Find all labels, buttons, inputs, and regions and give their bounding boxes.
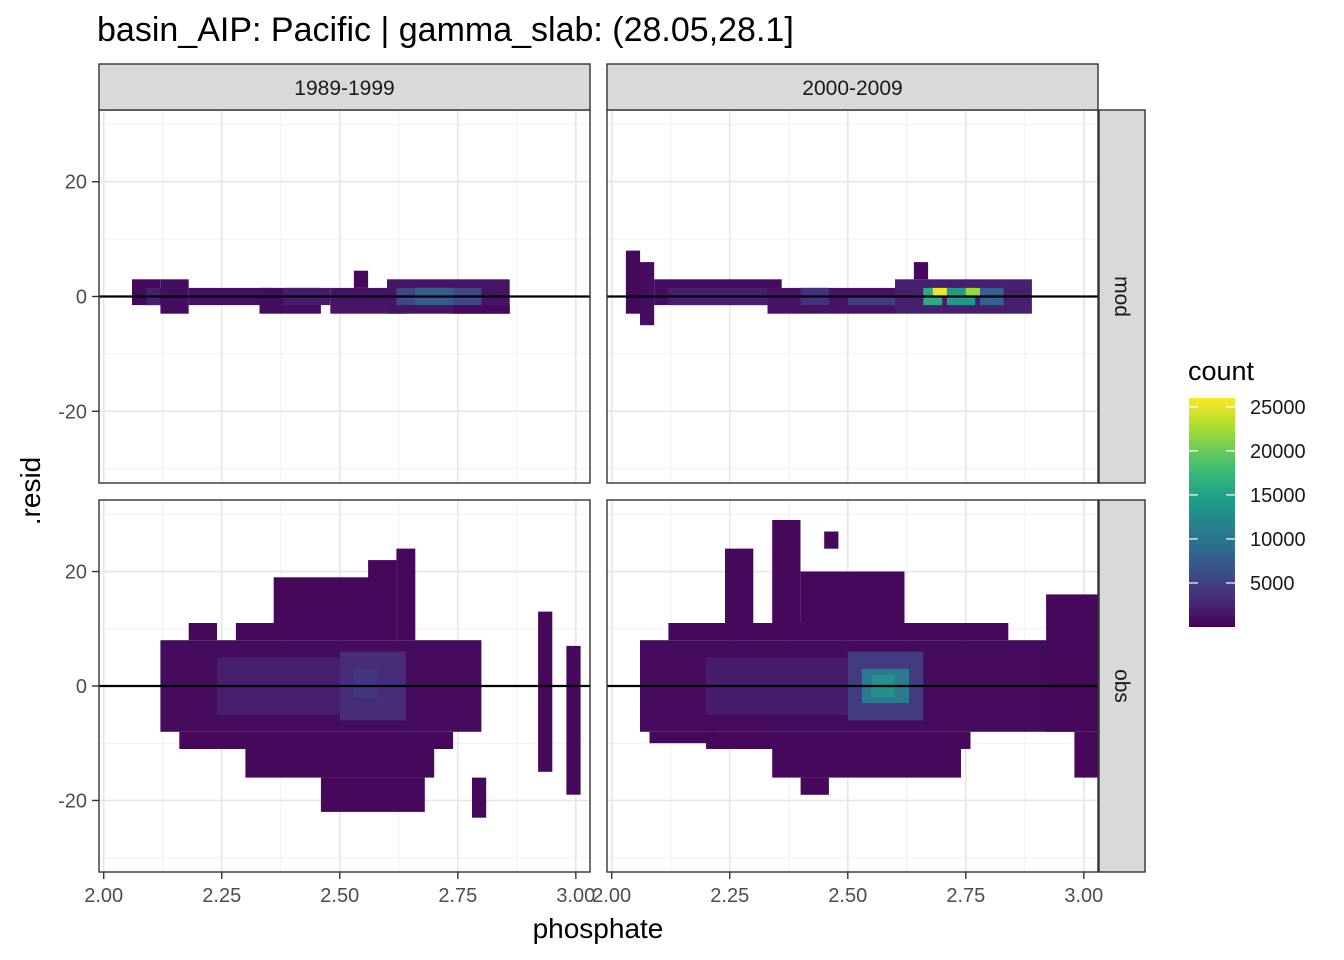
facet-strip-label: obs	[1110, 669, 1133, 703]
heatmap-bin	[772, 749, 961, 778]
legend-tick-label: 10000	[1250, 529, 1306, 551]
y-tick-label: -20	[58, 401, 87, 423]
facet-strip-column	[98, 63, 591, 111]
x-tick-label: 2.00	[592, 885, 631, 907]
heatmap-bin	[273, 577, 378, 624]
legend-tick-label: 20000	[1250, 441, 1306, 463]
facet-strip-column	[606, 63, 1099, 111]
heatmap-bin	[453, 305, 510, 314]
facet-strip-row	[1098, 109, 1146, 484]
legend-tick-label: 5000	[1250, 573, 1295, 595]
x-axis-label: phosphate	[533, 913, 664, 944]
x-tick-label: 2.25	[202, 885, 241, 907]
x-tick-label: 2.75	[946, 885, 985, 907]
y-tick-label: 20	[65, 172, 87, 194]
heatmap-bin	[368, 560, 397, 624]
heatmap-bin	[965, 287, 980, 297]
panel-2000-2009-obs	[606, 499, 1122, 873]
heatmap-bin	[932, 287, 947, 297]
legend-tick-label: 15000	[1250, 485, 1306, 507]
panel-1989-1999-obs	[98, 499, 591, 873]
legend-tick-label: 25000	[1250, 397, 1306, 419]
heatmap-bin	[800, 571, 905, 623]
heatmap-bin	[245, 749, 435, 778]
facet-strip-label: 2000-2009	[802, 77, 902, 100]
facet-strips-layer: 1989-1999 2000-2009 mod obs	[98, 63, 1146, 873]
heatmap-bin	[706, 731, 971, 749]
x-tick-label: 3.00	[556, 885, 595, 907]
heatmap-bin	[649, 731, 716, 744]
x-tick-label: 2.75	[438, 885, 477, 907]
facet-strip-label: mod	[1110, 276, 1133, 317]
heatmap-bin	[396, 548, 416, 641]
panels-layer	[98, 109, 1122, 873]
heatmap-bin	[824, 531, 839, 549]
facet-strip-label: 1989-1999	[294, 77, 394, 100]
heatmap-bin	[188, 623, 217, 641]
legend: count 5000 10000 15000 20000 25000	[1188, 356, 1306, 627]
heatmap-bin	[353, 668, 378, 698]
facet-strip-row	[1098, 499, 1146, 873]
heatmap-bin	[668, 623, 1009, 641]
legend-title: count	[1188, 356, 1255, 386]
heatmap-bin	[320, 777, 425, 812]
heatmap-bin	[538, 611, 553, 772]
heatmap-bin	[640, 262, 655, 326]
x-tick-label: 3.00	[1064, 885, 1103, 907]
chart-title: basin_AIP: Pacific | gamma_slab: (28.05,…	[97, 11, 794, 49]
panel-2000-2009-mod	[606, 109, 1099, 484]
y-tick-label: 20	[65, 562, 87, 584]
x-tick-label: 2.25	[710, 885, 749, 907]
heatmap-bin	[472, 777, 487, 818]
heatmap-bin	[800, 777, 829, 795]
panel-1989-1999-mod	[98, 109, 591, 484]
x-tick-label: 2.50	[828, 885, 867, 907]
heatmap-bin	[566, 645, 581, 795]
heatmap-bin	[179, 731, 454, 749]
heatmap-bin	[847, 296, 895, 306]
heatmap-bin	[725, 548, 754, 623]
heatmap-bin	[913, 262, 929, 280]
heatmap-bin	[235, 623, 397, 641]
x-tick-label: 2.00	[84, 885, 123, 907]
legend-colorbar	[1189, 398, 1235, 627]
heatmap-bin	[625, 250, 641, 314]
y-axis-label: .resid	[15, 457, 46, 525]
heatmap-bin	[772, 520, 801, 623]
x-tick-label: 2.50	[320, 885, 359, 907]
y-tick-label: 0	[76, 676, 87, 698]
y-tick-label: 0	[76, 287, 87, 309]
y-tick-label: -20	[58, 790, 87, 812]
panel-border	[606, 499, 1099, 873]
heatmap-bin	[353, 270, 369, 288]
